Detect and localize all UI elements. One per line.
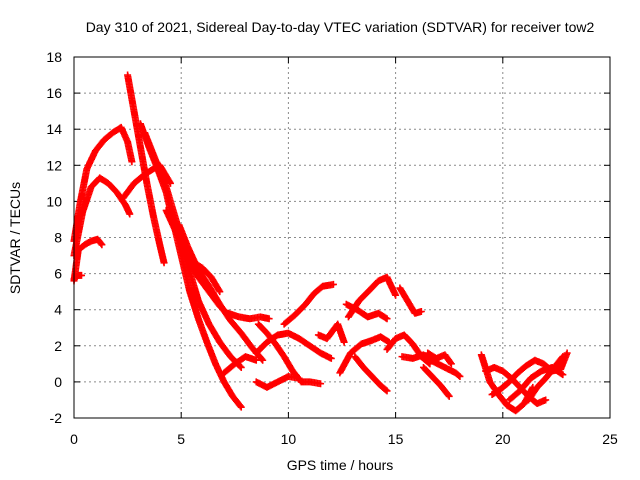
data-point [98,241,106,249]
y-tick-label: 10 [46,193,62,209]
y-tick-label: 14 [46,121,62,137]
series-arc-1 [70,123,136,245]
series-arc-13 [220,353,260,377]
series-arc-29 [482,363,550,408]
data-point [383,387,391,395]
y-tick-label: 8 [54,230,62,246]
x-axis-label: GPS time / hours [287,457,394,473]
chart-title: Day 310 of 2021, Sidereal Day-to-day VTE… [86,19,595,35]
series-arc-19 [336,333,393,377]
data-point [340,338,348,346]
data-points [70,71,571,415]
data-point [329,280,337,288]
plot-frame [73,56,611,419]
data-point [126,210,134,218]
data-point [563,349,571,357]
data-point [317,380,325,388]
data-point [392,291,400,299]
data-point [559,353,567,361]
data-point [295,374,303,382]
x-tick-label: 20 [495,431,511,447]
series-arc-17 [280,280,337,328]
series-arc-7 [136,120,245,411]
series-arc-11 [190,259,224,296]
data-point [558,370,566,378]
grid [74,57,610,418]
y-tick-label: -2 [50,410,63,426]
data-point [417,308,425,316]
series-arc-6 [124,71,168,267]
y-tick-label: 4 [54,302,62,318]
y-tick-label: 18 [46,49,62,65]
series-arc-18 [314,320,348,346]
series-arc-21 [342,300,391,323]
y-axis-label: SDTVAR / TECUs [7,182,23,294]
series-arc-20 [344,273,400,321]
x-tick-label: 10 [281,431,297,447]
y-tick-label: 0 [54,374,62,390]
data-point [97,240,105,248]
data-point [444,391,452,399]
x-tick-label: 15 [388,431,404,447]
data-point [382,386,390,394]
data-point [216,288,224,296]
data-point [447,360,455,368]
series-arc-15 [252,372,303,391]
y-tick-label: 2 [54,338,62,354]
data-point [237,403,245,411]
data-point [236,402,244,410]
data-point [558,354,566,362]
x-tick-label: 0 [70,431,78,447]
series-arc-16 [252,329,335,362]
series-arc-12 [224,309,273,323]
series-arc-26 [419,363,453,400]
data-point [237,363,245,371]
data-point [327,354,335,362]
data-point [252,356,260,364]
y-tick-label: 6 [54,266,62,282]
data-point [259,356,267,364]
data-point [456,372,464,380]
data-point [383,315,391,323]
series-arc-24 [383,331,434,368]
y-tick-label: 16 [46,85,62,101]
x-tick-label: 25 [602,431,618,447]
y-tick-label: 12 [46,157,62,173]
data-point [128,158,136,166]
series-arc-27 [424,349,455,368]
series-arc-10 [175,221,267,364]
x-tick-label: 5 [177,431,185,447]
series-arc-32 [525,353,567,404]
series-arc-23 [396,284,425,317]
data-point [258,355,266,363]
data-point [445,392,453,400]
data-point [455,372,463,380]
series-arc-22 [351,353,391,395]
data-point [542,396,550,404]
data-point [78,271,86,279]
data-point [160,259,168,267]
data-point [559,371,567,379]
data-point [446,359,454,367]
data-point [265,315,273,323]
